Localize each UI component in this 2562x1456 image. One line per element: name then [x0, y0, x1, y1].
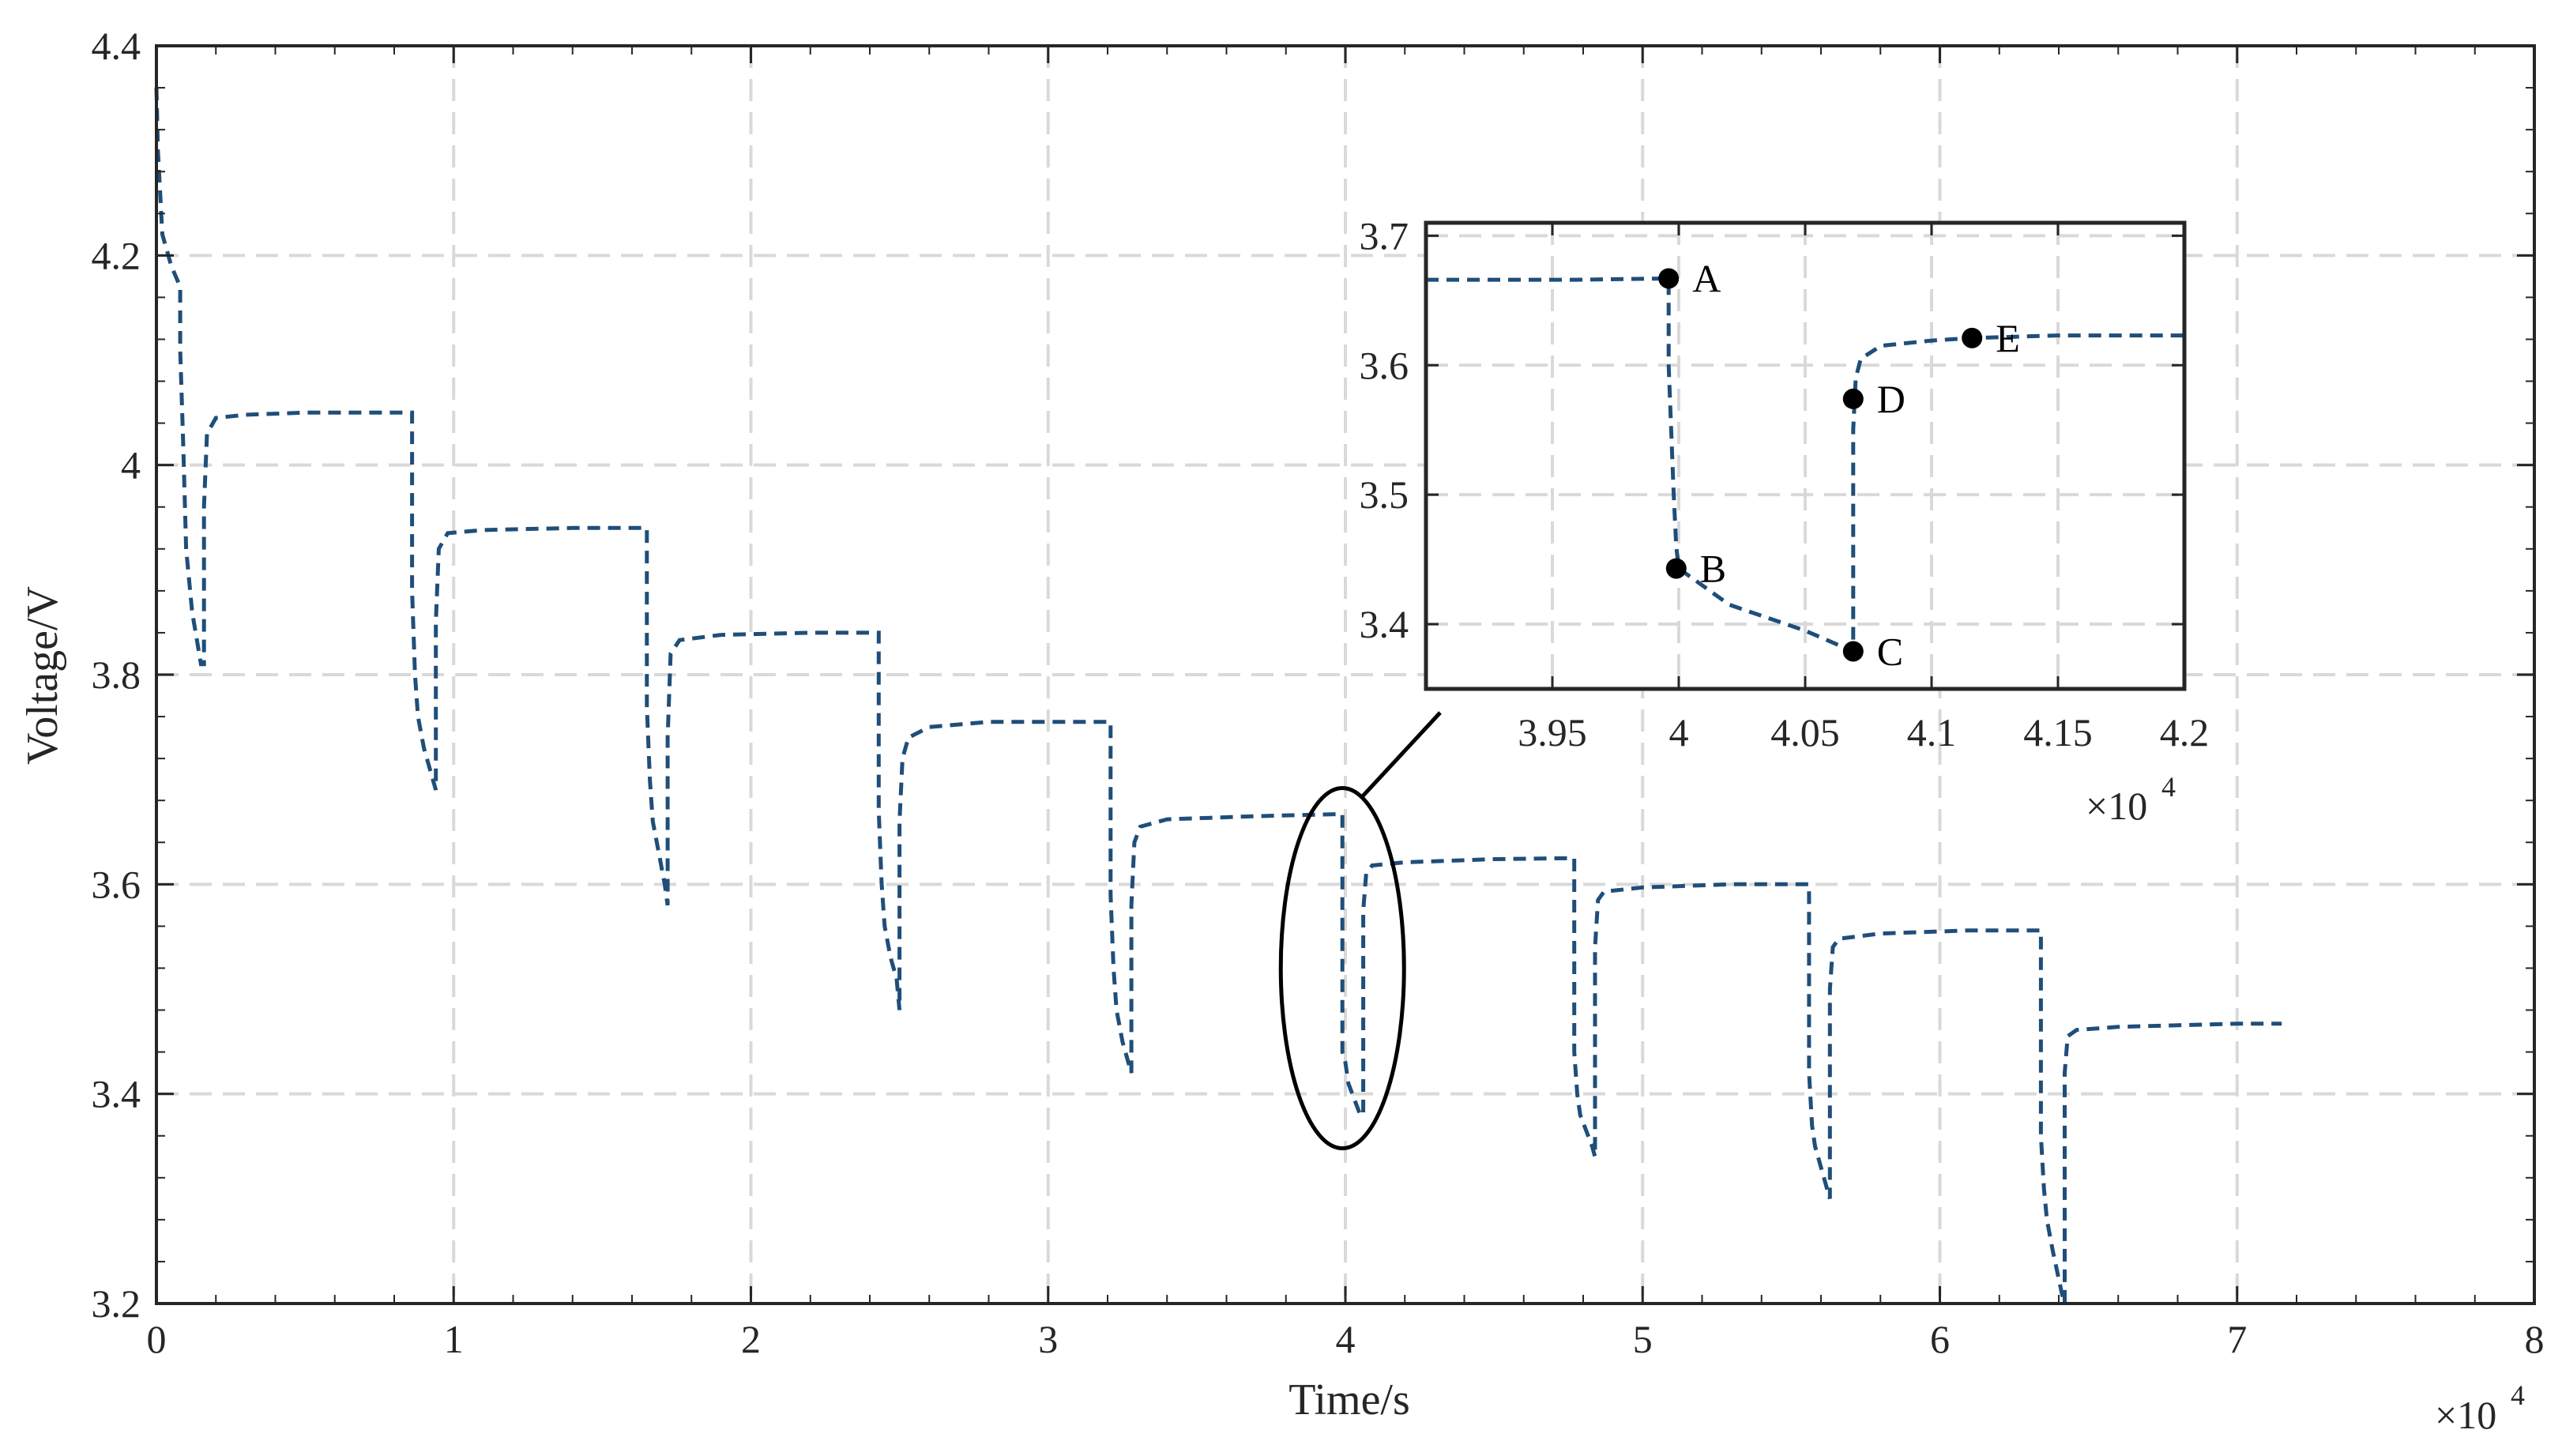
main-y-tick-label: 3.4 [92, 1072, 141, 1116]
main-y-tick-label: 3.8 [92, 653, 141, 697]
main-x-tick-label: 0 [147, 1317, 167, 1361]
inset-x-tick-label: 3.95 [1518, 710, 1587, 754]
inset-axis-ticks [1426, 223, 2186, 689]
main-x-tick-label: 3 [1038, 1317, 1058, 1361]
inset-y-tick-label: 3.6 [1360, 343, 1409, 387]
inset-y-tick-label: 3.7 [1360, 213, 1409, 258]
svg-text:×10: ×10 [2435, 1393, 2496, 1437]
inset-x-tick-label: 4.1 [1907, 710, 1957, 754]
svg-text:4: 4 [2511, 1379, 2525, 1411]
main-x-tick-labels: 0 1 2 3 4 5 6 7 8 [147, 1317, 2545, 1361]
main-x-tick-label: 4 [1336, 1317, 1356, 1361]
main-y-tick-label: 3.2 [92, 1281, 141, 1326]
svg-text:×10: ×10 [2086, 784, 2147, 828]
point-d-label: D [1877, 377, 1906, 421]
main-series-line [154, 88, 2282, 1304]
inset-y-tick-label: 3.4 [1360, 602, 1409, 646]
inset-x-tick-label: 4 [1669, 710, 1689, 754]
main-x-tick-label: 5 [1633, 1317, 1653, 1361]
main-x-tick-label: 8 [2525, 1317, 2545, 1361]
main-y-tick-label: 4.2 [92, 233, 141, 277]
main-grid [156, 46, 2534, 1304]
point-b-marker [1665, 558, 1687, 579]
point-a-label: A [1692, 256, 1721, 300]
zoom-connector-line [1360, 711, 1442, 799]
main-y-tick-label: 4.4 [92, 24, 141, 68]
main-y-tick-label: 3.6 [92, 862, 141, 906]
point-e-marker [1962, 327, 1983, 348]
main-x-tick-label: 6 [1930, 1317, 1950, 1361]
main-x-tick-label: 1 [444, 1317, 464, 1361]
inset-grid [1426, 223, 2184, 689]
x-axis-title: Time/s [1289, 1375, 1410, 1424]
inset-x-axis-multiplier: ×10 4 [2086, 771, 2176, 828]
x-axis-multiplier: ×10 4 [2435, 1379, 2525, 1437]
inset-x-tick-label: 4.15 [2023, 710, 2093, 754]
zoom-ellipse [1278, 785, 1406, 1150]
inset-x-tick-label: 4.05 [1770, 710, 1840, 754]
point-d-marker [1842, 388, 1864, 409]
point-c-marker [1842, 641, 1864, 662]
inset-y-tick-labels: 3.4 3.5 3.6 3.7 [1360, 213, 1409, 646]
point-e-label: E [1996, 316, 2020, 360]
inset-series-line [1426, 276, 2184, 655]
inset-points: A B C D E [1658, 256, 2020, 673]
point-c-label: C [1877, 629, 1903, 673]
main-y-tick-label: 4 [121, 443, 141, 487]
inset-x-tick-label: 4.2 [2160, 710, 2210, 754]
inset-x-tick-labels: 3.95 4 4.05 4.1 4.15 4.2 [1518, 710, 2209, 754]
main-axis-ticks [155, 44, 2536, 1305]
y-axis-title: Voltage/V [18, 586, 67, 765]
main-y-tick-labels: 3.2 3.4 3.6 3.8 4 4.2 4.4 [92, 24, 141, 1326]
inset-y-tick-label: 3.5 [1360, 472, 1409, 517]
point-a-marker [1658, 268, 1680, 289]
svg-text:4: 4 [2161, 771, 2176, 803]
main-x-tick-label: 2 [741, 1317, 761, 1361]
point-b-label: B [1700, 547, 1726, 591]
main-x-tick-label: 7 [2227, 1317, 2247, 1361]
